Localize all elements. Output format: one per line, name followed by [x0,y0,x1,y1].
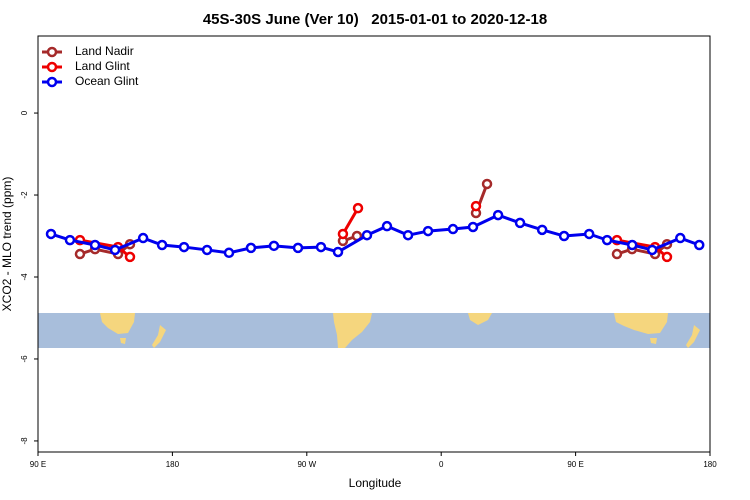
series-point [292,242,304,254]
series-line [50,213,700,255]
legend-label: Ocean Glint [75,74,139,88]
series-point [315,241,327,253]
series-point [402,229,414,241]
y-tick-label: 0 [20,110,29,115]
series-point [558,230,570,242]
series-point [137,232,149,244]
series-point [381,220,393,232]
series-point [693,239,705,251]
series-point [245,242,257,254]
series-point [89,239,101,251]
series-point [470,200,482,212]
series-point [156,239,168,251]
series-point [514,217,526,229]
legend-label: Land Glint [75,59,130,73]
series-point [492,209,504,221]
y-tick-label: -2 [20,191,29,199]
series-point [64,234,76,246]
series-point [422,225,434,237]
y-axis-label: XCO2 - MLO trend (ppm) [0,177,14,312]
x-tick-label: 0 [439,460,444,469]
x-tick-label: 90 E [567,460,583,469]
series-point [675,232,686,244]
series-point [124,251,136,263]
legend-point [46,61,58,73]
legend-point [46,76,58,88]
series-point [332,246,344,258]
series-point [109,244,121,256]
series-point [337,228,349,240]
series-point [178,241,190,253]
x-tick-label: 90 E [30,460,46,469]
series-point [536,224,548,236]
y-tick-label: -6 [20,355,29,363]
x-tick-label: 90 W [297,460,316,469]
series-point [45,228,57,240]
legend-point [46,46,58,58]
series-point [447,223,459,235]
map-ocean [38,313,710,348]
legend-label: Land Nadir [75,44,134,58]
map-land [100,313,700,348]
series-point [626,239,638,251]
series-point [646,244,658,256]
series-point [74,248,86,260]
series-point [481,178,493,190]
series-point [661,251,673,263]
series-point [601,234,613,246]
chart-title: 45S-30S June (Ver 10) 2015-01-01 to 2020… [203,11,547,28]
series-point [223,247,235,259]
y-tick-label: -8 [20,437,29,445]
x-tick-label: 180 [703,460,717,469]
series-point [268,240,280,252]
series-point [467,221,479,233]
series-point [611,248,623,260]
series-point [201,244,213,256]
y-tick-label: -4 [20,273,29,281]
series-point [361,229,373,241]
x-tick-label: 180 [166,460,180,469]
series-line [79,183,668,256]
x-axis-label: Longitude [349,476,402,490]
series-point [583,228,595,240]
plot-box [37,35,711,453]
series-point [352,202,364,214]
